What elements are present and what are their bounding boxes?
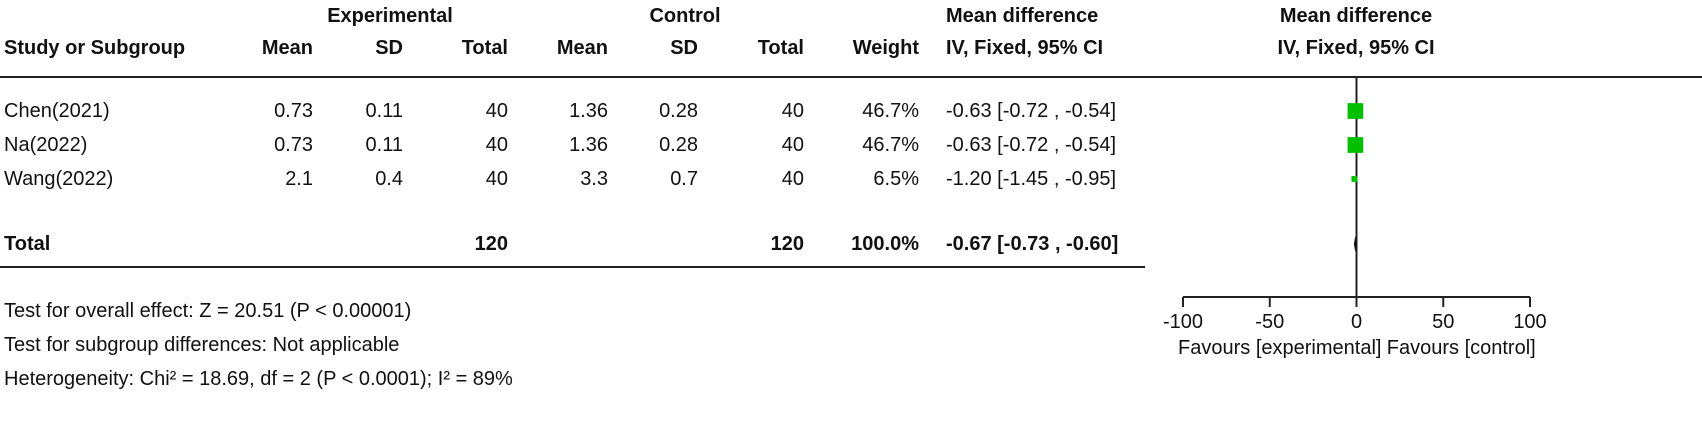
exp-mean: 2.1: [285, 168, 313, 190]
total-label: Total: [4, 233, 51, 255]
exp-total: 40: [485, 134, 508, 156]
exp-sd: 0.11: [365, 100, 403, 122]
heterogeneity-note: Heterogeneity: Chi² = 18.69, df = 2 (P <…: [4, 368, 513, 390]
total-rule: [0, 266, 1145, 268]
col-ci-header: IV, Fixed, 95% CI: [946, 37, 1104, 59]
ctl-sd: 0.28: [659, 134, 698, 156]
col-ctl-total-header: Total: [757, 37, 804, 59]
header-rule: [0, 76, 1702, 78]
total-ctl: 120: [770, 233, 804, 255]
col-ctl-sd-header: SD: [670, 37, 698, 59]
overall-effect-note: Test for overall effect: Z = 20.51 (P < …: [4, 300, 412, 322]
exp-sd: 0.11: [365, 134, 403, 156]
exp-mean: 0.73: [274, 134, 313, 156]
x-tick-label: 0: [1351, 311, 1362, 333]
x-tick-label: 100: [1513, 311, 1546, 333]
exp-mean: 0.73: [274, 100, 313, 122]
ctl-total: 40: [781, 100, 804, 122]
plot-header: Mean difference: [1279, 5, 1433, 27]
pooled-diamond: [1353, 236, 1357, 252]
x-tick-label: 50: [1432, 311, 1454, 333]
weight: 46.7%: [862, 100, 919, 122]
col-study-header: Study or Subgroup: [4, 37, 186, 59]
study-name: Chen(2021): [4, 100, 110, 122]
ctl-total: 40: [781, 134, 804, 156]
x-tick-label: -50: [1255, 311, 1284, 333]
ctl-mean: 3.3: [580, 168, 608, 190]
study-marker: [1347, 103, 1364, 119]
total-weight: 100.0%: [851, 233, 919, 255]
col-ctl-mean-header: Mean: [556, 37, 608, 59]
ctl-sd: 0.28: [659, 100, 698, 122]
study-name: Wang(2022): [4, 168, 114, 190]
col-exp-mean-header: Mean: [261, 37, 313, 59]
ctl-sd: 0.7: [670, 168, 698, 190]
ci-column-header: Mean difference: [946, 5, 1099, 27]
col-exp-sd-header: SD: [375, 37, 403, 59]
group-control-header: Control: [649, 5, 721, 27]
col-weight-header: Weight: [852, 37, 919, 59]
x-tick-label: -100: [1163, 311, 1203, 333]
exp-total: 40: [485, 168, 508, 190]
total-ci: -0.67 [-0.73 , -0.60]: [946, 233, 1119, 255]
ci-text: -1.20 [-1.45 , -0.95]: [946, 168, 1117, 190]
weight: 6.5%: [873, 168, 919, 190]
favours-control-label: Favours [control]: [1387, 337, 1536, 359]
ctl-mean: 1.36: [569, 134, 608, 156]
exp-total: 40: [485, 100, 508, 122]
study-marker: [1351, 176, 1358, 182]
favours-experimental-label: Favours [experimental]: [1178, 337, 1381, 359]
group-experimental-header: Experimental: [327, 5, 453, 27]
ci-text: -0.63 [-0.72 , -0.54]: [946, 100, 1117, 122]
col-exp-total-header: Total: [461, 37, 508, 59]
subgroup-note: Test for subgroup differences: Not appli…: [4, 334, 400, 356]
ctl-mean: 1.36: [569, 100, 608, 122]
total-exp: 120: [474, 233, 508, 255]
study-name: Na(2022): [4, 134, 88, 156]
plot-ci-header: IV, Fixed, 95% CI: [1277, 37, 1435, 59]
ci-text: -0.63 [-0.72 , -0.54]: [946, 134, 1117, 156]
exp-sd: 0.4: [375, 168, 403, 190]
weight: 46.7%: [862, 134, 919, 156]
study-marker: [1347, 137, 1364, 153]
ctl-total: 40: [781, 168, 804, 190]
